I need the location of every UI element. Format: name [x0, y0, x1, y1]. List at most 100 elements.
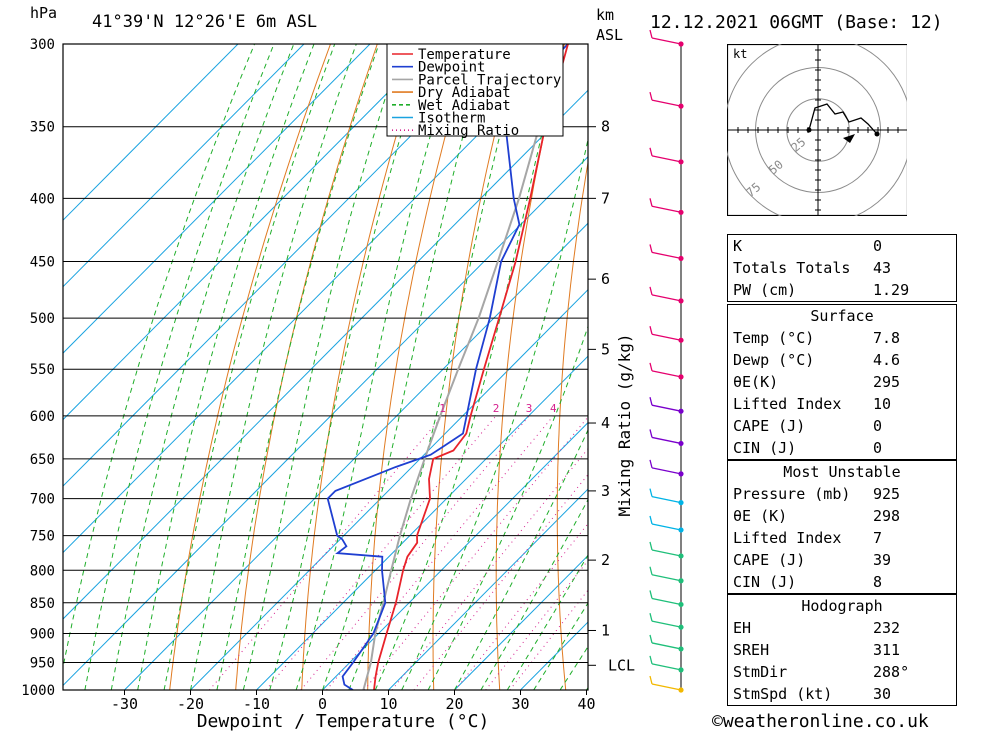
- stat-label: CAPE (J): [733, 551, 806, 569]
- km-tick-label: 1: [601, 621, 610, 639]
- km-tick-label: 7: [601, 189, 610, 207]
- stat-row: CAPE (J) 0: [728, 415, 956, 437]
- dry-adiabat-line: [169, 44, 332, 690]
- wet-adiabat-line: [190, 44, 357, 690]
- x-tick-label: 10: [379, 695, 397, 713]
- wind-level-dot: [678, 440, 684, 447]
- stat-row: StmDir 288°: [728, 661, 956, 683]
- legend-entry: Wet Adiabat: [418, 98, 511, 114]
- wet-adiabat-line: [137, 44, 315, 690]
- stat-value: 7.8: [873, 329, 901, 347]
- wind-barb-feather: [649, 655, 653, 665]
- stat-row: θE(K) 295: [728, 371, 956, 393]
- wind-level-dot: [678, 624, 684, 630]
- stat-value: 1.29: [873, 281, 910, 299]
- wind-barb-feather: [649, 566, 653, 575]
- wind-barb: [651, 294, 682, 302]
- mixing-ratio-label: 4: [550, 402, 557, 415]
- isotherm-line: [63, 89, 588, 620]
- x-tick-label: 20: [445, 695, 463, 713]
- stat-label: Lifted Index: [733, 395, 842, 413]
- stat-row: Lifted Index 7: [728, 527, 956, 549]
- pressure-tick-label: 1000: [21, 683, 55, 699]
- stat-label: θE(K): [733, 373, 779, 391]
- legend-entry: Isotherm: [418, 111, 485, 127]
- stat-value: 4.6: [873, 351, 901, 369]
- wind-barb-feather: [649, 198, 653, 207]
- stat-value: 0: [873, 439, 883, 457]
- stat-value: 232: [873, 619, 901, 637]
- isotherm-line: [63, 156, 588, 687]
- pressure-tick-label: 500: [30, 311, 55, 327]
- pressure-unit-label: hPa: [30, 4, 58, 22]
- wind-barb-feather: [649, 612, 653, 622]
- hodograph-title: Hodograph: [801, 597, 883, 615]
- site-credit: ©weatheronline.co.uk: [712, 711, 929, 732]
- stat-value: 0: [873, 417, 883, 435]
- x-tick-label: 30: [511, 695, 529, 713]
- x-axis-title: Dewpoint / Temperature (°C): [197, 711, 490, 732]
- stat-label: SREH: [733, 641, 770, 659]
- wind-barb: [651, 523, 682, 531]
- mixing-ratio-line: [265, 415, 497, 690]
- pressure-tick-label: 950: [30, 655, 55, 671]
- wind-level-dot: [678, 209, 684, 215]
- wet-adiabat-line: [454, 428, 588, 690]
- mixing-ratio-line: [485, 559, 588, 690]
- stat-label: CAPE (J): [733, 417, 806, 435]
- dry-adiabat-line: [674, 26, 708, 690]
- wind-barb-feather: [649, 675, 653, 685]
- isotherm-line: [322, 421, 588, 690]
- wind-barb-feather: [649, 147, 653, 157]
- x-tick-label: 0: [318, 695, 327, 713]
- wind-barb-feather: [649, 326, 653, 335]
- stat-row: EH 232: [728, 617, 956, 639]
- wind-level-dot: [678, 255, 684, 262]
- stat-value: 298: [873, 507, 901, 525]
- isotherm-line: [63, 44, 371, 354]
- mixing-ratio-label: 2: [493, 402, 500, 415]
- stat-value: 925: [873, 485, 901, 503]
- pressure-tick-label: 900: [30, 626, 55, 642]
- wet-adiabat-line: [84, 44, 275, 690]
- km-tick-label: LCL: [608, 656, 635, 674]
- most-unstable-table: Most Unstable Pressure (mb) 925 θE (K) 298 L…: [727, 460, 957, 594]
- km-tick-label: 4: [601, 414, 610, 432]
- wind-level-dot: [678, 103, 684, 109]
- x-tick-label: 40: [577, 695, 595, 713]
- wind-barb: [651, 37, 682, 45]
- plot-frame: [62, 43, 589, 691]
- surface-title: Surface: [810, 307, 874, 325]
- surface-table: Surface Temp (°C) 7.8 Dewp (°C) 4.6 θE(K) 295…: [727, 304, 957, 460]
- hodograph-end-dot: [874, 131, 880, 137]
- wind-barb: [651, 620, 682, 628]
- stat-value: 39: [873, 551, 892, 569]
- stat-label: Pressure (mb): [733, 485, 851, 503]
- x-tick-label: -30: [111, 695, 138, 713]
- pressure-tick-label: 300: [30, 37, 55, 53]
- wind-level-dot: [678, 41, 684, 47]
- legend-entry: Parcel Trajectory: [418, 72, 561, 88]
- wind-level-dot: [678, 471, 684, 477]
- wind-barb-feather: [649, 286, 653, 296]
- pressure-tick-label: 400: [30, 191, 55, 207]
- wind-barb-feather: [649, 29, 653, 39]
- wind-level-dot: [678, 298, 684, 304]
- wind-level-dot: [678, 337, 684, 343]
- isotherm-line: [63, 44, 569, 554]
- temperature-line: [373, 44, 569, 690]
- wet-adiabat-line: [63, 44, 256, 670]
- wind-barb-feather: [649, 429, 653, 438]
- wind-level-dot: [678, 500, 684, 506]
- stat-value: 288°: [873, 663, 910, 681]
- stat-row: CAPE (J) 39: [728, 549, 956, 571]
- wet-adiabat-line: [110, 44, 295, 690]
- isotherm-line: [63, 44, 239, 221]
- dry-adiabat-line: [556, 159, 588, 690]
- legend-entry: Temperature: [418, 47, 511, 63]
- pressure-tick-label: 450: [30, 255, 55, 271]
- wind-barb-feather: [649, 541, 653, 551]
- sounding-datetime: 12.12.2021 06GMT (Base: 12): [650, 12, 943, 33]
- isotherm-line: [256, 355, 588, 690]
